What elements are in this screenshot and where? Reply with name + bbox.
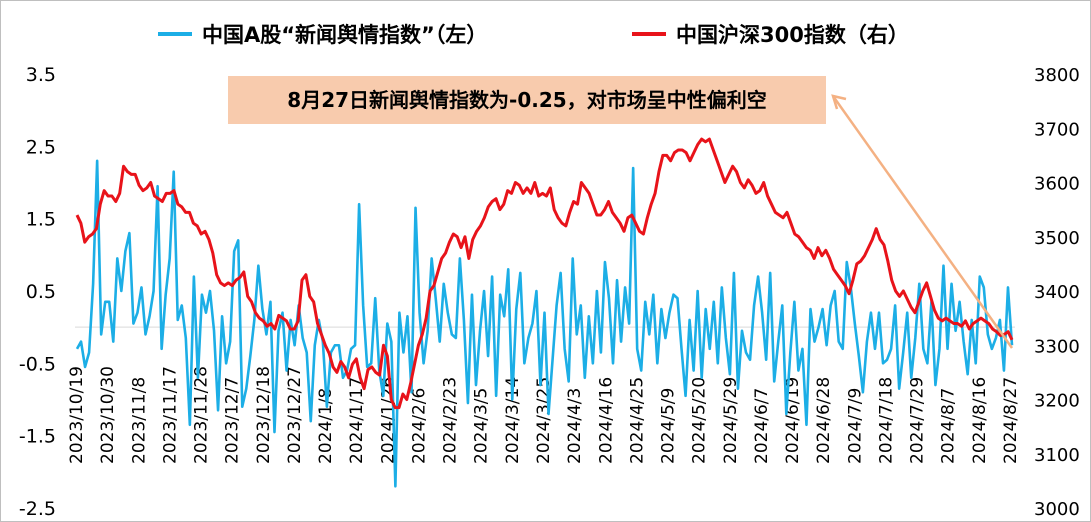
x-tick-label: 2024/3/14 [503, 377, 523, 464]
annotation-callout: 8月27日新闻舆情指数为-0.25，对市场呈中性偏利空 [228, 76, 826, 124]
series-line-csi300 [75, 137, 1014, 410]
x-tick-label: 2023/11/17 [160, 366, 180, 464]
y-left-tick-label: 0.5 [26, 281, 56, 303]
y-left-tick-label: -1.5 [19, 426, 56, 448]
x-tick-label: 2024/3/5 [472, 388, 492, 464]
x-tick-label: 2024/2/23 [441, 377, 461, 464]
x-tick-label: 2024/4/3 [565, 388, 585, 464]
y-left-tick-label: -2.5 [19, 498, 56, 520]
x-tick-label: 2024/5/20 [690, 377, 710, 464]
y-right-tick-label: 3300 [1034, 336, 1080, 357]
y-right-tick-label: 3600 [1034, 174, 1080, 195]
y-right-tick-label: 3200 [1034, 391, 1080, 412]
x-tick-label: 2024/4/25 [627, 377, 647, 464]
annotation-arrow-head [831, 94, 847, 110]
x-tick-label: 2024/5/29 [721, 377, 741, 464]
x-tick-label: 2024/8/16 [970, 377, 990, 464]
y-right-tick-label: 3700 [1034, 119, 1080, 140]
x-tick-label: 2024/1/17 [347, 377, 367, 464]
legend: 中国A股“新闻舆情指数”（左） 中国沪深300指数（右） [0, 18, 1091, 50]
legend-label-csi300: 中国沪深300指数（右） [676, 23, 909, 47]
legend-label-sentiment: 中国A股“新闻舆情指数”（左） [202, 23, 488, 47]
annotation-arrow-line [831, 95, 1014, 349]
legend-item-sentiment: 中国A股“新闻舆情指数”（左） [158, 18, 487, 50]
x-tick-label: 2023/12/18 [254, 366, 274, 464]
legend-swatch-csi300 [632, 32, 666, 36]
y-right-tick-label: 3400 [1034, 282, 1080, 303]
x-tick-label: 2023/12/7 [223, 377, 243, 464]
x-tick-label: 2024/4/16 [596, 377, 616, 464]
x-tick-label: 2024/7/18 [876, 377, 896, 464]
x-tick-label: 2024/8/7 [939, 388, 959, 464]
x-tick-label: 2023/10/19 [67, 366, 87, 464]
y-left-tick-label: -0.5 [19, 353, 56, 375]
x-tick-label: 2024/5/9 [659, 388, 679, 464]
legend-swatch-sentiment [158, 32, 192, 36]
y-left-tick-label: 1.5 [26, 209, 56, 231]
y-right-tick-label: 3800 [1034, 65, 1080, 86]
y-left-tick-label: 3.5 [26, 64, 56, 86]
x-tick-label: 2024/1/8 [316, 388, 336, 464]
x-tick-label: 2024/7/9 [845, 388, 865, 464]
x-tick-label: 2024/6/7 [752, 388, 772, 464]
series-line-sentiment [75, 159, 1014, 488]
y-right-tick-label: 3000 [1034, 499, 1080, 520]
y-right-tick-label: 3100 [1034, 445, 1080, 466]
x-tick-label: 2024/8/27 [1001, 377, 1021, 464]
x-tick-label: 2023/10/30 [98, 366, 118, 464]
x-tick-label: 2023/11/28 [192, 366, 212, 464]
x-tick-label: 2024/7/29 [908, 377, 928, 464]
x-tick-label: 2023/12/27 [285, 366, 305, 464]
x-tick-label: 2024/2/6 [409, 388, 429, 464]
legend-item-csi300: 中国沪深300指数（右） [632, 18, 909, 50]
y-right-tick-label: 3500 [1034, 228, 1080, 249]
x-tick-label: 2023/11/8 [129, 377, 149, 464]
x-tick-label: 2024/6/28 [814, 377, 834, 464]
y-left-tick-label: 2.5 [26, 136, 56, 158]
